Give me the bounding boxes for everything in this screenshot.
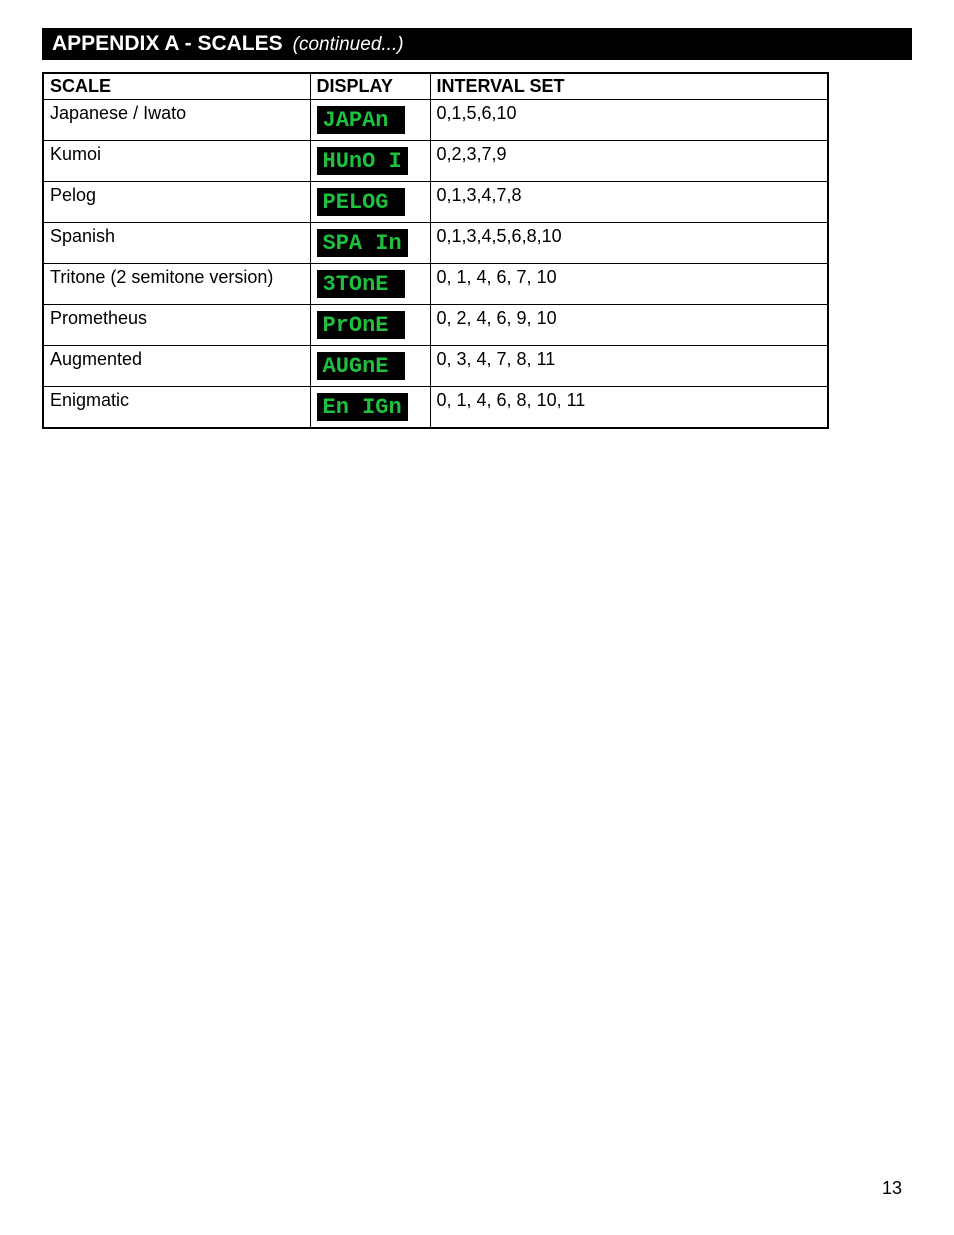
lcd-display: PrOnE xyxy=(317,311,405,339)
lcd-display: HUnO I xyxy=(317,147,408,175)
cell-interval: 0,1,3,4,7,8 xyxy=(430,182,828,223)
col-scale: SCALE xyxy=(43,73,310,100)
col-display: DISPLAY xyxy=(310,73,430,100)
cell-scale: Prometheus xyxy=(43,305,310,346)
table-row: Prometheus PrOnE 0, 2, 4, 6, 9, 10 xyxy=(43,305,828,346)
table-row: Augmented AUGnE 0, 3, 4, 7, 8, 11 xyxy=(43,346,828,387)
cell-display: PELOG xyxy=(310,182,430,223)
table-row: Enigmatic En IGn 0, 1, 4, 6, 8, 10, 11 xyxy=(43,387,828,429)
cell-display: SPA In xyxy=(310,223,430,264)
cell-scale: Enigmatic xyxy=(43,387,310,429)
cell-scale: Spanish xyxy=(43,223,310,264)
section-title: APPENDIX A - SCALES xyxy=(52,32,283,56)
cell-scale: Kumoi xyxy=(43,141,310,182)
table-body: Japanese / Iwato JAPAn 0,1,5,6,10 Kumoi … xyxy=(43,100,828,429)
cell-interval: 0,1,5,6,10 xyxy=(430,100,828,141)
cell-display: PrOnE xyxy=(310,305,430,346)
lcd-display: AUGnE xyxy=(317,352,405,380)
table-row: Pelog PELOG 0,1,3,4,7,8 xyxy=(43,182,828,223)
cell-interval: 0, 2, 4, 6, 9, 10 xyxy=(430,305,828,346)
cell-display: 3TOnE xyxy=(310,264,430,305)
cell-interval: 0,2,3,7,9 xyxy=(430,141,828,182)
page-container: APPENDIX A - SCALES (continued...) SCALE… xyxy=(0,0,954,429)
cell-display: AUGnE xyxy=(310,346,430,387)
cell-scale: Augmented xyxy=(43,346,310,387)
cell-scale: Tritone (2 semitone version) xyxy=(43,264,310,305)
table-row: Tritone (2 semitone version) 3TOnE 0, 1,… xyxy=(43,264,828,305)
table-row: Kumoi HUnO I 0,2,3,7,9 xyxy=(43,141,828,182)
section-header-bar: APPENDIX A - SCALES (continued...) xyxy=(42,28,912,60)
lcd-display: PELOG xyxy=(317,188,405,216)
lcd-display: 3TOnE xyxy=(317,270,405,298)
cell-display: HUnO I xyxy=(310,141,430,182)
cell-interval: 0, 1, 4, 6, 7, 10 xyxy=(430,264,828,305)
page-number: 13 xyxy=(882,1178,902,1199)
cell-display: JAPAn xyxy=(310,100,430,141)
table-header-row: SCALE DISPLAY INTERVAL SET xyxy=(43,73,828,100)
lcd-display: En IGn xyxy=(317,393,408,421)
section-continued: (continued...) xyxy=(293,34,404,56)
scales-table: SCALE DISPLAY INTERVAL SET Japanese / Iw… xyxy=(42,72,829,429)
cell-interval: 0, 1, 4, 6, 8, 10, 11 xyxy=(430,387,828,429)
lcd-display: SPA In xyxy=(317,229,408,257)
cell-scale: Pelog xyxy=(43,182,310,223)
cell-interval: 0, 3, 4, 7, 8, 11 xyxy=(430,346,828,387)
col-interval: INTERVAL SET xyxy=(430,73,828,100)
table-row: Spanish SPA In 0,1,3,4,5,6,8,10 xyxy=(43,223,828,264)
cell-display: En IGn xyxy=(310,387,430,429)
lcd-display: JAPAn xyxy=(317,106,405,134)
cell-scale: Japanese / Iwato xyxy=(43,100,310,141)
cell-interval: 0,1,3,4,5,6,8,10 xyxy=(430,223,828,264)
table-row: Japanese / Iwato JAPAn 0,1,5,6,10 xyxy=(43,100,828,141)
